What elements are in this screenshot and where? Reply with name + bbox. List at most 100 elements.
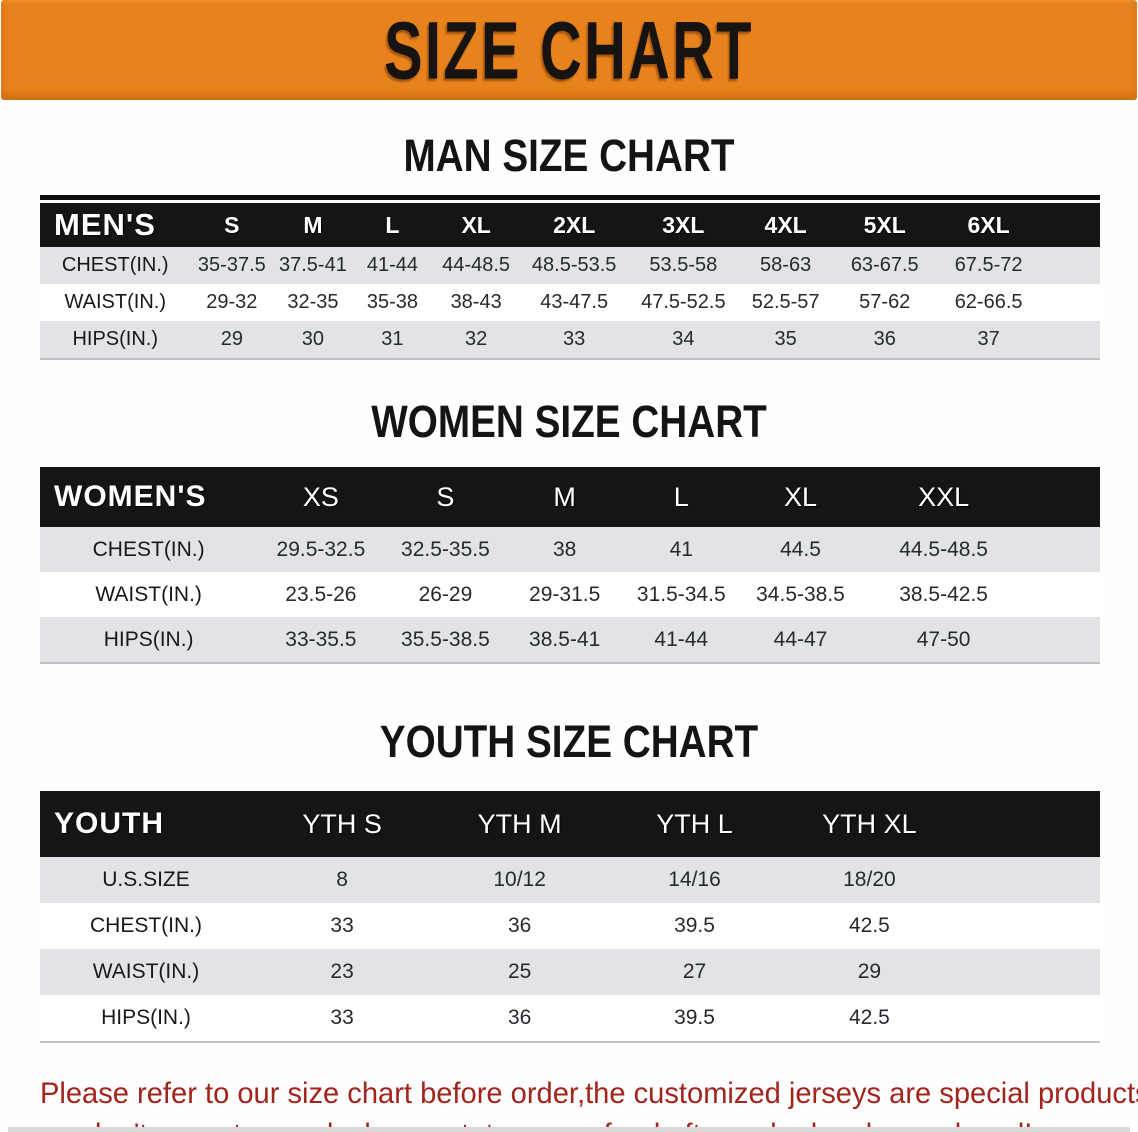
size-column-header: M [553,481,576,512]
spacer-cell [1026,527,1100,572]
measurement-label: WAIST(IN.) [95,582,202,606]
measurement-row: HIPS(IN.) 33 36 39.5 42.5 [40,995,1100,1042]
size-column-header: S [436,481,455,512]
measurement-value: 35.5-38.5 [401,627,490,651]
banner-title: SIZE CHART [384,4,754,96]
men-section-heading: MAN SIZE CHART [403,130,735,181]
measurement-value: 44.5-48.5 [899,537,988,561]
measurement-value: 36 [873,328,896,350]
measurement-label: CHEST(IN.) [61,254,169,276]
measurement-value: 23 [330,960,354,983]
size-column-header: YTH L [656,808,733,839]
measurement-value: 30 [301,328,325,350]
size-column-header: XXL [918,481,970,512]
measurement-value: 29-31.5 [529,582,601,606]
size-column-header: 5XL [863,211,906,238]
measurement-value: 41-44 [654,627,709,651]
measurement-row: HIPS(IN.) 29 30 31 32 33 34 35 36 37 [40,321,1100,359]
size-column-header: 2XL [553,211,596,238]
measurement-label: HIPS(IN.) [72,328,159,350]
men-table-wrapper: MEN'S S M L XL 2XL 3XL 4XL 5XL 6XL CHEST(IN.) 35-37… [40,195,1100,360]
measurement-value: 33 [330,1006,354,1029]
spacer-cell [1026,467,1100,527]
measurement-row: WAIST(IN.) 23.5-26 26-29 29-31.5 31.5-34.5 34… [40,572,1100,617]
size-column-header: XL [783,481,818,512]
measurement-value: 37 [977,328,1000,350]
section-youth: YOUTH SIZE CHART YOUTH YTH S YTH M YTH L YTH… [0,716,1138,1043]
measurement-value: 57-62 [859,291,911,313]
size-table-header-row: YOUTH YTH S YTH M YTH L YTH XL [40,791,1100,857]
table-group-label: WOMEN'S [54,480,207,513]
spacer-cell [1041,284,1100,321]
measurement-value: 35-37.5 [197,254,266,276]
measurement-row: HIPS(IN.) 33-35.5 35.5-38.5 38.5-41 41-44 44-… [40,617,1100,663]
measurement-value: 33 [563,328,586,350]
size-column-header: S [224,211,240,238]
measurement-value: 36 [507,1006,532,1029]
size-column-header: L [385,211,400,238]
measurement-value: 38-43 [450,291,502,313]
size-column-header: L [673,481,689,512]
measurement-value: 29-32 [206,291,258,313]
measurement-value: 38 [552,537,577,561]
measurement-value: 47.5-52.5 [641,291,726,313]
youth-size-table: YOUTH YTH S YTH M YTH L YTH XL U.S.SIZE 8 10/12… [40,791,1100,1043]
measurement-row: U.S.SIZE 8 10/12 14/16 18/20 [40,857,1100,903]
measurement-value: 33 [330,914,354,937]
size-table-header-row: MEN'S S M L XL 2XL 3XL 4XL 5XL 6XL [40,203,1100,247]
spacer-cell [957,949,1100,995]
spacer-cell [957,791,1100,857]
women-section-heading: WOMEN SIZE CHART [371,396,767,447]
measurement-label: CHEST(IN.) [92,537,205,561]
measurement-value: 62-66.5 [954,291,1023,313]
measurement-value: 53.5-58 [649,254,718,276]
measurement-label: U.S.SIZE [102,868,190,891]
youth-table-wrapper: YOUTH YTH S YTH M YTH L YTH XL U.S.SIZE 8 10/12… [40,791,1100,1043]
measurement-value: 33-35.5 [285,627,357,651]
spacer-cell [1041,247,1100,284]
measurement-value: 58-63 [760,254,812,276]
measurement-value: 32.5-35.5 [401,537,490,561]
measurement-value: 32 [465,328,488,350]
measurement-value: 41 [669,537,693,561]
youth-section-heading: YOUTH SIZE CHART [379,716,759,767]
size-table-header-row: WOMEN'S XS S M L XL XXL [40,467,1100,527]
measurement-value: 44.5 [780,537,821,561]
disclaimer-line-1: Please refer to our size chart before or… [40,1077,1138,1110]
women-table-wrapper: WOMEN'S XS S M L XL XXL CHEST(IN.) 29.5-32.5 32.5… [40,467,1100,664]
measurement-value: 34 [672,328,695,350]
section-men: MAN SIZE CHART MEN'S S M L XL 2XL 3XL 4XL 5XL 6XL… [0,130,1138,360]
measurement-value: 47-50 [916,627,971,651]
size-column-header: YTH XL [822,808,917,839]
measurement-value: 27 [682,960,707,983]
size-column-header: YTH M [477,808,562,839]
size-column-header: 3XL [662,211,705,238]
table-group-label: MEN'S [54,207,156,242]
men-size-table: MEN'S S M L XL 2XL 3XL 4XL 5XL 6XL CHEST(IN.) 35-37… [40,203,1100,360]
measurement-value: 39.5 [674,1006,715,1029]
measurement-label: HIPS(IN.) [103,627,194,651]
section-women: WOMEN SIZE CHART WOMEN'S XS S M L XL XXL CHEST(… [0,396,1138,664]
spacer-cell [957,903,1100,949]
spacer-cell [1041,203,1100,247]
size-column-header: 4XL [764,211,807,238]
measurement-value: 63-67.5 [850,254,919,276]
measurement-value: 10/12 [493,868,546,891]
measurement-value: 38.5-41 [529,627,601,651]
men-table-top-rule [40,195,1100,200]
size-column-header: 6XL [967,211,1010,238]
measurement-value: 32-35 [287,291,339,313]
spacer-cell [1026,572,1100,617]
measurement-value: 36 [507,914,532,937]
spacer-cell [957,995,1100,1042]
measurement-value: 29 [857,960,882,983]
measurement-value: 31.5-34.5 [636,582,726,606]
measurement-value: 14/16 [668,868,721,891]
measurement-value: 67.5-72 [954,254,1023,276]
spacer-cell [957,857,1100,903]
measurement-value: 26-29 [418,582,473,606]
measurement-row: CHEST(IN.) 35-37.5 37.5-41 41-44 44-48.5 48.5… [40,247,1100,284]
measurement-value: 35-38 [366,291,418,313]
size-column-header: M [303,211,323,238]
order-disclaimer: Please refer to our size chart before or… [40,1073,1138,1132]
